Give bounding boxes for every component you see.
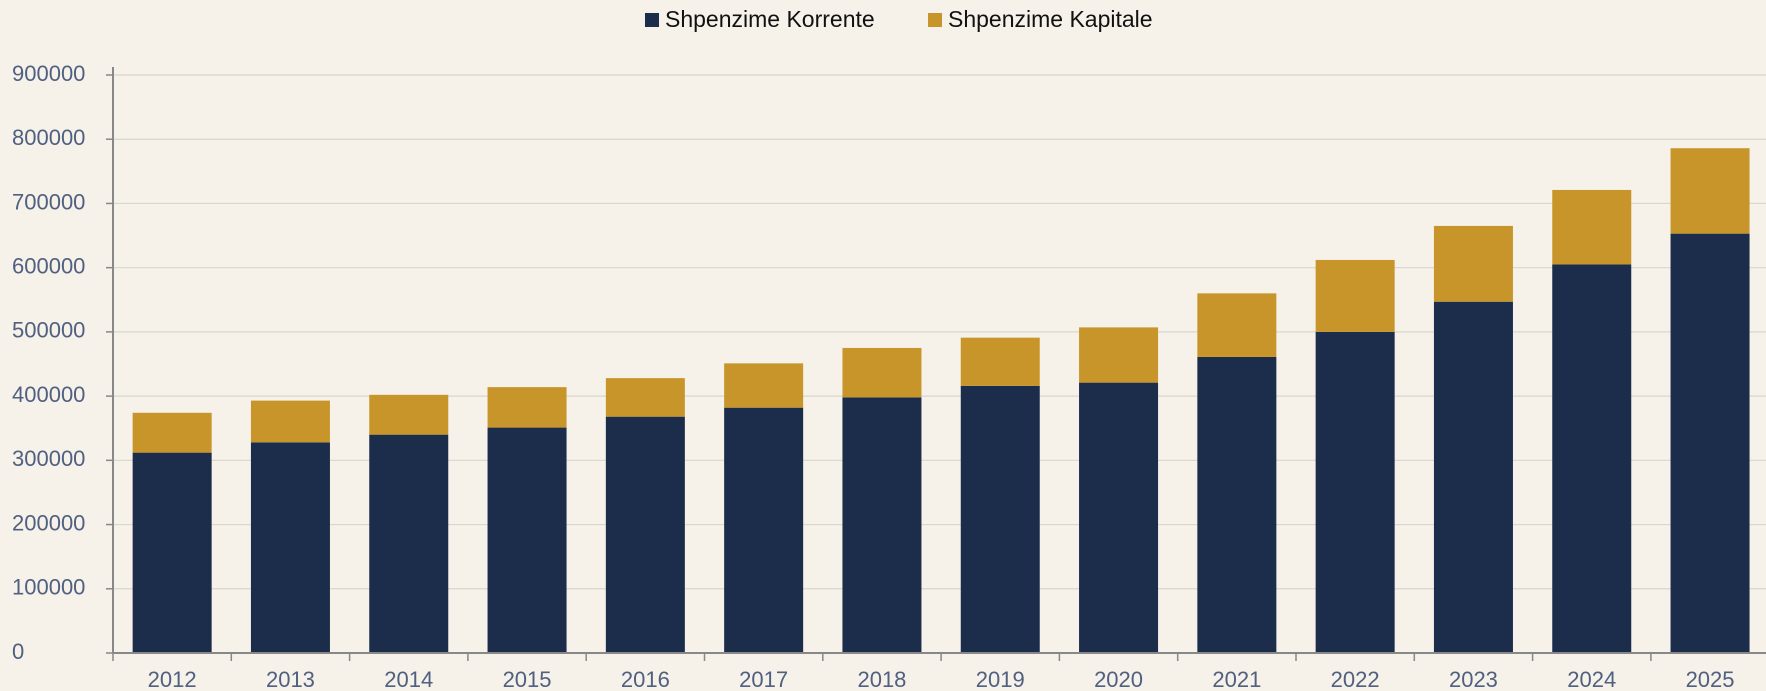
bar-segment [960,337,1040,386]
x-tick-label: 2025 [1686,667,1735,691]
bar-segment [1315,331,1395,653]
bar-segment [132,452,212,653]
x-tick-label: 2018 [857,667,906,691]
bar-segment [369,434,449,653]
y-tick-label: 0 [12,639,24,664]
bar-segment [1315,259,1395,332]
x-tick-label: 2013 [266,667,315,691]
x-tick-label: 2012 [148,667,197,691]
y-tick-label: 900000 [12,61,85,86]
x-tick-label: 2022 [1331,667,1380,691]
bar-segment [1433,301,1513,653]
x-tick-label: 2016 [621,667,670,691]
y-tick-label: 400000 [12,382,85,407]
x-tick-label: 2019 [976,667,1025,691]
legend-swatch [928,13,942,27]
bar-segment [1670,233,1750,653]
x-tick-label: 2024 [1567,667,1616,691]
bar-segment [1552,264,1632,653]
legend-swatch [645,13,659,27]
bar-segment [250,442,330,653]
bar-segment [605,416,685,653]
bar-segment [487,427,567,653]
x-tick-label: 2023 [1449,667,1498,691]
legend-label: Shpenzime Kapitale [948,6,1153,32]
bar-segment [842,397,922,653]
x-tick-label: 2015 [503,667,552,691]
bar-segment [842,347,922,398]
y-tick-label: 800000 [12,125,85,150]
x-tick-label: 2017 [739,667,788,691]
bar-segment [1197,356,1277,653]
bar-segment [1079,382,1159,653]
x-tick-label: 2014 [384,667,433,691]
bar-segment [960,385,1040,653]
bar-segment [1670,148,1750,234]
bar-segment [1079,327,1159,383]
bar-segment [724,407,804,653]
x-tick-label: 2020 [1094,667,1143,691]
legend-label: Shpenzime Korrente [665,6,875,32]
y-tick-label: 100000 [12,575,85,600]
bar-segment [724,363,804,408]
bar-segment [1433,225,1513,302]
y-tick-label: 700000 [12,189,85,214]
bar-segment [369,394,449,435]
y-tick-label: 500000 [12,318,85,343]
y-tick-label: 200000 [12,510,85,535]
bar-segment [132,412,212,453]
x-tick-label: 2021 [1212,667,1261,691]
y-tick-label: 300000 [12,446,85,471]
bar-segment [1197,293,1277,357]
y-tick-label: 600000 [12,253,85,278]
bar-segment [605,378,685,417]
bar-segment [487,387,567,428]
bar-segment [250,400,330,443]
bar-segment [1552,189,1632,265]
